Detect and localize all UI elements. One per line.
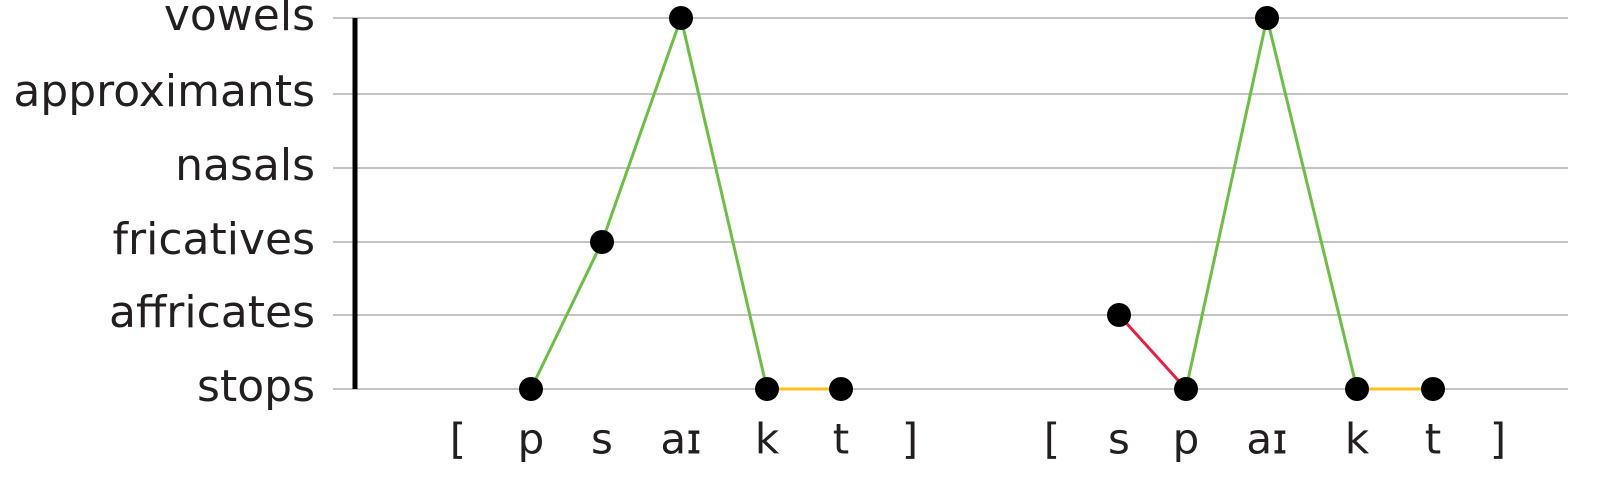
segment-label: t <box>833 415 849 464</box>
segment-label: k <box>755 415 780 464</box>
bracket: [ <box>1044 415 1060 464</box>
level-label: stops <box>197 361 315 412</box>
segment-point <box>755 377 779 401</box>
segment-label: p <box>518 415 545 464</box>
level-label: nasals <box>175 140 315 191</box>
segment-label: k <box>1345 415 1370 464</box>
sonority-link <box>600 17 683 243</box>
level-label: fricatives <box>113 214 315 265</box>
segment-point <box>1255 6 1279 30</box>
level-label: affricates <box>109 287 315 338</box>
segment-label: aɪ <box>660 415 701 464</box>
segment-point <box>1421 377 1445 401</box>
segment-point <box>1345 377 1369 401</box>
segment-label: p <box>1173 415 1200 464</box>
level-label: approximants <box>13 66 315 117</box>
sonority-link <box>1184 17 1269 390</box>
segment-label: t <box>1425 415 1441 464</box>
bracket: [ <box>450 415 466 464</box>
bracket: ] <box>1490 415 1506 464</box>
segment-point <box>590 230 614 254</box>
segment-label: s <box>1108 415 1130 464</box>
level-label: vowels <box>164 0 315 41</box>
segment-point <box>1174 377 1198 401</box>
segment-label: aɪ <box>1246 415 1287 464</box>
segment-point <box>829 377 853 401</box>
sonority-link <box>1265 17 1359 390</box>
sonority-link <box>1117 313 1188 391</box>
sonority-link <box>529 241 604 390</box>
segment-point <box>519 377 543 401</box>
segment-point <box>669 6 693 30</box>
sonority-link <box>679 17 769 390</box>
segment-label: s <box>591 415 613 464</box>
segment-point <box>1107 303 1131 327</box>
bracket: ] <box>902 415 918 464</box>
